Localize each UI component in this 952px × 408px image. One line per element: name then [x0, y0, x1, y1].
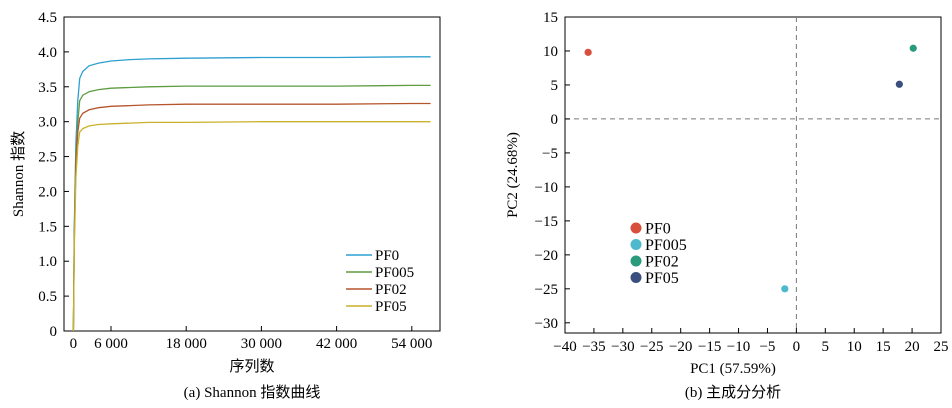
- x-tick-label: 42 000: [316, 336, 357, 352]
- chart-caption: (b) 主成分分析: [685, 384, 781, 401]
- y-tick-label: 4.0: [38, 45, 57, 61]
- legend-label: PF05: [375, 299, 407, 315]
- x-tick-label: −20: [669, 339, 692, 355]
- y-tick-label: 0: [50, 324, 58, 340]
- y-tick-label: −25: [535, 282, 558, 298]
- shannon-chart: 0 6 000 18 000 30 000 42 000 54 000 0 0.5 1.0 1.5…: [10, 10, 441, 401]
- x-tick-label: −25: [640, 339, 663, 355]
- y-axis-label: PC2 (24.68%): [505, 132, 521, 218]
- x-tick-label: 0: [70, 336, 78, 352]
- y-tick-label: 1.5: [38, 219, 57, 235]
- point-pf0: [584, 48, 592, 56]
- y-tick-label: 10: [543, 44, 558, 60]
- y-tick-label: 3.5: [38, 80, 57, 96]
- plot-frame: [63, 16, 441, 332]
- y-tick-label: −15: [535, 214, 558, 230]
- y-tick-label: 5: [551, 78, 559, 94]
- x-tick-label: 5: [822, 339, 830, 355]
- legend-label: PF005: [645, 237, 687, 254]
- legend-marker: [630, 255, 642, 267]
- legend-label: PF05: [645, 270, 679, 287]
- point-pf02: [909, 44, 917, 52]
- x-tick-label: −40: [553, 339, 576, 355]
- x-tick-label: 54 000: [391, 336, 432, 352]
- y-tick-label: 15: [543, 10, 558, 26]
- x-tick-label: −5: [759, 339, 775, 355]
- series-line-pf02: [72, 102, 431, 332]
- series-line-pf0: [72, 56, 431, 332]
- y-tick-label: 2.5: [38, 150, 57, 166]
- legend-label: PF02: [375, 282, 407, 298]
- x-tick-label: 6 000: [94, 336, 128, 352]
- legend-label: PF02: [645, 254, 679, 271]
- x-tick-label: 25: [934, 339, 949, 355]
- plot-frame: [564, 16, 942, 334]
- y-tick-label: 4.5: [38, 10, 57, 26]
- x-tick-label: −10: [727, 339, 750, 355]
- x-axis-label: PC1 (57.59%): [690, 361, 776, 377]
- chart-caption: (a) Shannon 指数曲线: [184, 384, 321, 401]
- x-tick-label: 15: [876, 339, 891, 355]
- legend-label: PF0: [645, 221, 671, 238]
- legend-marker: [630, 272, 642, 283]
- x-tick-label: 30 000: [241, 336, 282, 352]
- y-axis-label: Shannon 指数: [10, 131, 27, 217]
- x-tick-label: 0: [793, 339, 801, 355]
- x-axis-label: 序列数: [229, 358, 274, 375]
- series-line-pf05: [72, 121, 431, 332]
- legend-label: PF005: [375, 265, 414, 281]
- pca-chart: −40 −35 −30 −25 −20 −15 −10 −5 0 5 10 15 20 25 15 10 5 0 −…: [505, 10, 949, 401]
- y-tick-label: −20: [535, 248, 558, 264]
- x-tick-label: −30: [611, 339, 634, 355]
- legend-marker: [630, 222, 642, 234]
- y-tick-label: 3.0: [38, 115, 57, 131]
- point-pf05: [895, 80, 903, 88]
- y-tick-label: 0: [551, 112, 559, 128]
- legend-label: PF0: [375, 248, 399, 264]
- x-tick-label: −35: [582, 339, 605, 355]
- y-tick-label: −10: [535, 180, 558, 196]
- x-tick-label: 20: [905, 339, 920, 355]
- y-tick-label: 2.0: [38, 184, 57, 200]
- x-tick-label: −15: [698, 339, 721, 355]
- x-tick-label: 18 000: [166, 336, 207, 352]
- legend-marker: [630, 239, 642, 250]
- y-tick-label: −5: [542, 146, 558, 162]
- point-pf005: [781, 285, 789, 293]
- x-tick-label: 10: [847, 339, 862, 355]
- y-tick-label: −30: [535, 316, 558, 332]
- y-tick-label: 1.0: [38, 254, 57, 270]
- y-tick-label: 0.5: [38, 289, 57, 305]
